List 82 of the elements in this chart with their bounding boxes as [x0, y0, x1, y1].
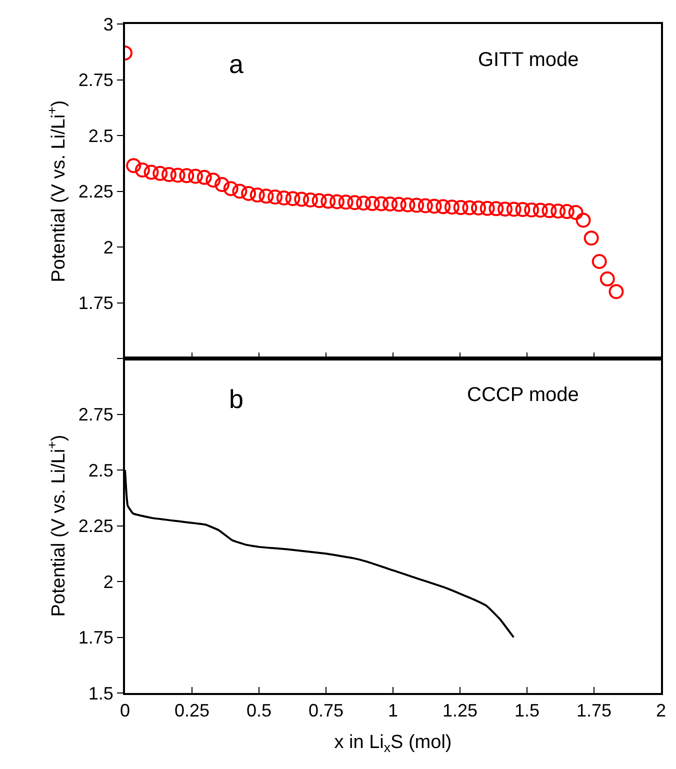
point — [524, 202, 540, 218]
point — [134, 162, 150, 178]
x-tick-label: 1.25 — [442, 700, 478, 721]
point — [223, 181, 238, 196]
point — [312, 193, 327, 208]
point — [426, 198, 442, 214]
x-tick-label: 0.75 — [308, 700, 344, 721]
point — [258, 188, 274, 204]
point — [179, 168, 194, 184]
y-tick-label: 1.5 — [88, 683, 114, 704]
point — [241, 186, 256, 201]
point — [214, 177, 230, 192]
point — [444, 200, 460, 215]
annotation: CCCP mode — [467, 384, 579, 406]
point — [161, 167, 176, 182]
point — [268, 190, 283, 205]
point — [196, 170, 212, 185]
point — [488, 201, 504, 216]
x-tick-label: 0.5 — [246, 700, 272, 721]
point — [356, 196, 372, 211]
point — [152, 166, 168, 181]
point — [559, 204, 574, 220]
point — [302, 192, 318, 208]
point — [506, 202, 522, 217]
point — [532, 202, 548, 218]
point — [126, 158, 142, 174]
point — [188, 168, 203, 184]
y-tick-label: 2.5 — [88, 460, 114, 480]
point — [584, 230, 599, 246]
point — [391, 196, 406, 212]
point — [576, 212, 591, 228]
point — [418, 198, 433, 214]
x-tick-label: 1 — [388, 700, 398, 721]
y-tick-label: 2 — [103, 237, 114, 258]
y-tick-label: 2.5 — [88, 126, 114, 146]
point — [542, 203, 557, 218]
point — [294, 192, 310, 207]
annotation: GITT mode — [478, 49, 579, 71]
y-tick-label: 3 — [103, 14, 114, 34]
point — [250, 188, 265, 203]
point — [170, 168, 186, 183]
point — [206, 172, 221, 188]
point — [498, 202, 513, 217]
point — [364, 196, 380, 212]
y-tick-label: 2.75 — [78, 70, 114, 90]
y-tick-label: 2.75 — [78, 404, 114, 425]
x-tick-label: 0.25 — [174, 700, 210, 721]
point — [480, 200, 495, 216]
x-axis-title: x in Li$_{x}$S (mol) — [334, 732, 452, 755]
point — [470, 200, 486, 216]
point — [320, 194, 336, 209]
point — [276, 190, 292, 206]
point — [568, 204, 584, 220]
point — [592, 254, 607, 269]
point — [453, 200, 468, 216]
point — [608, 284, 624, 300]
x-tick-label: 0 — [120, 700, 130, 721]
point — [382, 196, 398, 212]
point — [550, 204, 566, 219]
point — [436, 199, 451, 214]
y-tick-label: 1.75 — [78, 293, 114, 314]
point — [329, 194, 344, 210]
y-tick-label: 2.25 — [78, 516, 114, 536]
point — [144, 164, 159, 180]
annotation: a — [229, 49, 244, 79]
point — [515, 202, 530, 218]
x-tick-label: 1.5 — [514, 700, 540, 721]
point — [400, 197, 416, 212]
point — [600, 271, 615, 286]
point — [285, 191, 300, 206]
x-tick-label: 2 — [656, 700, 666, 721]
point — [462, 200, 478, 216]
point — [338, 194, 354, 210]
point — [409, 198, 424, 213]
x-tick-label: 1.75 — [576, 700, 612, 721]
point — [347, 195, 362, 210]
point — [232, 184, 248, 199]
annotation: b — [229, 384, 244, 414]
point — [374, 196, 389, 212]
y-tick-label: 1.75 — [78, 628, 114, 648]
y-tick-label: 2 — [103, 572, 114, 592]
y-tick-label: 2.25 — [78, 182, 114, 202]
